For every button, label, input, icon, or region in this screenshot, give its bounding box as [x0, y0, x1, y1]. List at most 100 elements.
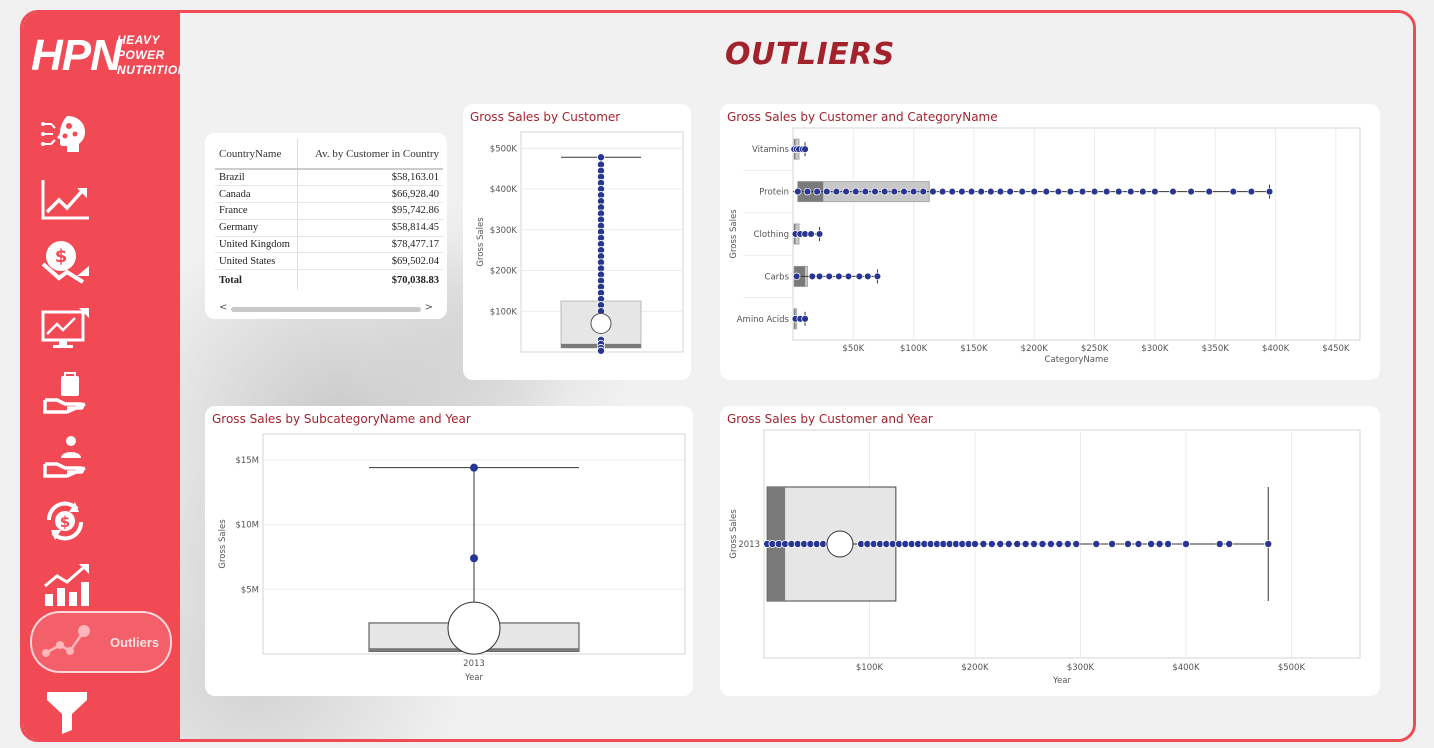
data-point — [801, 315, 809, 323]
data-point — [596, 346, 605, 355]
x-axis-label: Year — [1052, 676, 1072, 686]
money-down-icon: $ — [41, 241, 89, 284]
data-point — [1038, 539, 1047, 548]
nav-item-outliers[interactable]: Outliers — [30, 611, 172, 673]
country-table-card: CountryName Av. by Customer in Country B… — [205, 133, 447, 319]
bar-growth-icon — [44, 564, 89, 606]
nav-item-monitor[interactable] — [31, 299, 171, 355]
cell-country: United Kingdom — [215, 236, 297, 254]
data-point — [1215, 539, 1224, 548]
data-point — [1018, 187, 1026, 196]
monitor-chart-icon — [41, 308, 89, 348]
nav-item-trend[interactable] — [31, 171, 171, 227]
data-point — [919, 187, 928, 196]
data-point — [1090, 187, 1099, 196]
x-tick-label: $450K — [1322, 344, 1350, 354]
y-tick-label: $10M — [235, 521, 259, 531]
data-point — [1092, 539, 1101, 548]
data-point — [948, 187, 956, 196]
table-row: United Kingdom $78,477.17 — [215, 236, 443, 254]
data-point — [1169, 187, 1177, 196]
trend-up-chart-icon — [41, 180, 89, 220]
chart-title: Gross Sales by Customer and CategoryName — [727, 110, 998, 124]
data-point — [1114, 187, 1123, 196]
y-tick-label: $300K — [490, 226, 518, 236]
svg-text:$: $ — [60, 513, 70, 531]
x-tick-label: $100K — [900, 344, 928, 354]
col-header-country[interactable]: CountryName — [215, 139, 297, 170]
nav-item-loss[interactable]: $ — [31, 233, 171, 289]
x-tick-label: $400K — [1172, 663, 1200, 673]
x-tick-label: $500K — [1278, 663, 1306, 673]
scatter-line-icon — [42, 625, 90, 657]
logo-line-3: NUTRITION — [117, 63, 187, 77]
data-point — [1247, 187, 1256, 196]
data-point — [979, 539, 988, 548]
data-point — [1078, 187, 1087, 196]
x-tick-label: 2013 — [463, 659, 485, 669]
data-point — [1046, 539, 1055, 548]
x-axis-label: Year — [464, 673, 484, 683]
x-tick-label: $50K — [842, 344, 864, 354]
data-point — [813, 187, 821, 196]
data-point — [835, 272, 843, 281]
nav-item-revenue[interactable]: $ — [31, 493, 171, 549]
chart-card-category: Gross Sales by Customer and CategoryName… — [720, 104, 1380, 380]
y-tick-label: $100K — [490, 307, 518, 317]
data-point — [987, 187, 995, 196]
plot-area — [792, 127, 1361, 341]
y-tick-label: 2013 — [738, 540, 760, 550]
scroll-left-arrow[interactable]: < — [219, 302, 228, 313]
chart-title: Gross Sales by Customer and Year — [727, 412, 933, 426]
y-tick-label: $5M — [241, 585, 259, 595]
nav-item-filter[interactable] — [31, 683, 171, 739]
data-point — [1021, 539, 1030, 548]
filter-icon — [47, 692, 87, 734]
chart-card-customer: Gross Sales by Customer $100K $200K $300K $… — [463, 104, 691, 380]
scroll-right-arrow[interactable]: > — [424, 302, 433, 313]
table-row: Germany $58,814.45 — [215, 219, 443, 237]
data-point — [801, 145, 809, 153]
x-tick-label: $200K — [1021, 344, 1049, 354]
nav-item-purchase[interactable] — [31, 365, 171, 421]
x-tick-label: $200K — [961, 663, 989, 673]
table-row: United States $69,502.04 — [215, 252, 443, 271]
x-tick-label: $400K — [1262, 344, 1290, 354]
cell-average: $66,928.40 — [296, 185, 443, 204]
country-table: CountryName Av. by Customer in Country B… — [215, 139, 443, 290]
data-point — [873, 272, 882, 281]
data-point — [851, 187, 860, 196]
mean-marker — [590, 312, 612, 334]
nav-item-growth[interactable] — [31, 557, 171, 613]
chart-title: Gross Sales by SubcategoryName and Year — [212, 412, 471, 426]
nav-item-customers[interactable] — [31, 429, 171, 485]
nav-item-ai[interactable] — [31, 105, 171, 161]
data-point — [855, 272, 864, 281]
data-point — [1187, 187, 1195, 196]
x-tick-label: $100K — [856, 663, 884, 673]
boxplot-customer[interactable]: $100K $200K $300K $400K $500K Gross Sales — [463, 104, 691, 380]
y-axis-label: Gross Sales — [218, 519, 228, 569]
data-point — [938, 187, 947, 196]
x-tick-label: $150K — [960, 344, 988, 354]
horizontal-scrollbar[interactable]: < > — [217, 302, 435, 315]
y-axis-label: Gross Sales — [476, 217, 486, 267]
x-tick-label: $250K — [1081, 344, 1109, 354]
boxplot-subcategory[interactable]: $5M $10M $15M Gross Sales 2013 Year — [205, 406, 693, 696]
total-row: Total $70,038.83 — [215, 269, 443, 290]
boxplot-category[interactable]: $50K $100K $150K $200K $250K $300K $350K $400K $… — [720, 104, 1380, 380]
data-point — [1139, 187, 1147, 196]
data-point — [880, 187, 889, 196]
y-tick-label: Carbs — [765, 272, 790, 282]
cell-country: Canada — [215, 185, 297, 204]
data-point — [977, 187, 985, 196]
cell-country: Brazil — [215, 169, 297, 187]
data-point — [1042, 187, 1051, 196]
scroll-thumb[interactable] — [231, 307, 421, 312]
data-point — [900, 187, 908, 196]
cell-average: $95,742.86 — [296, 202, 443, 220]
table-row: Canada $66,928.40 — [215, 185, 443, 204]
col-header-average[interactable]: Av. by Customer in Country — [296, 139, 443, 170]
logo-tagline: HEAVY POWER NUTRITION — [117, 33, 187, 78]
